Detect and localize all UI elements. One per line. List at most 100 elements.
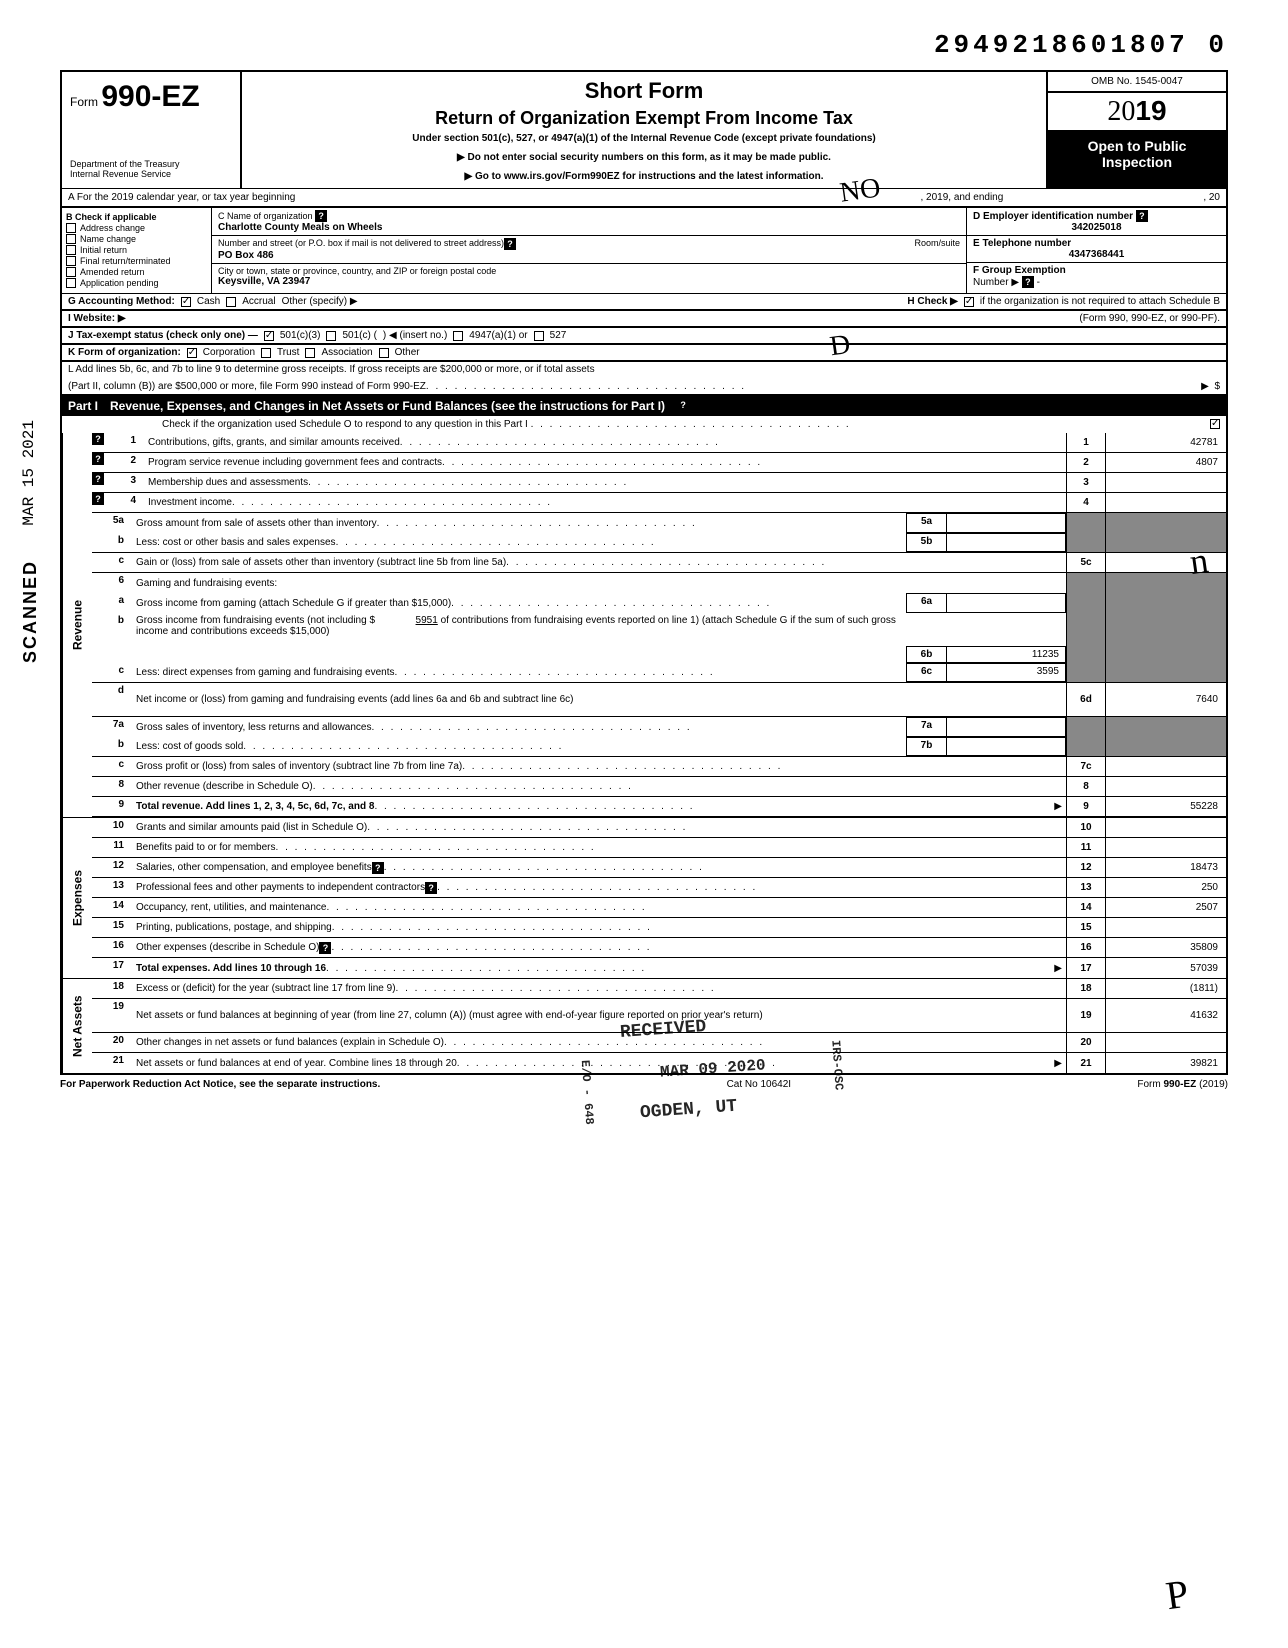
help-icon[interactable]: ? [504, 238, 516, 250]
row-l: L Add lines 5b, 6c, and 7b to line 9 to … [60, 362, 1228, 396]
line-num: 1 [104, 433, 144, 452]
mini-num: 5b [906, 533, 946, 552]
check-h[interactable] [964, 297, 974, 307]
line-num: c [92, 663, 132, 682]
check-name-change[interactable]: Name change [66, 234, 207, 244]
row-i: I Website: ▶ (Form 990, 990-EZ, or 990-P… [60, 311, 1228, 328]
help-icon[interactable]: ? [92, 453, 104, 465]
line-10: 10 Grants and similar amounts paid (list… [92, 818, 1226, 838]
hand-initial-4: P [1163, 1570, 1192, 1620]
help-icon[interactable]: ? [315, 210, 327, 222]
org-address: PO Box 486 [218, 250, 960, 261]
right-val: 39821 [1106, 1053, 1226, 1073]
l-line1: L Add lines 5b, 6c, and 7b to line 9 to … [68, 364, 595, 375]
c-addr-row: Number and street (or P.O. box if mail i… [212, 236, 966, 264]
form-prefix: Form [70, 95, 98, 109]
check-corp[interactable] [187, 348, 197, 358]
right-num: 4 [1066, 493, 1106, 512]
footer-right: Form 990-EZ (2019) [1137, 1079, 1228, 1090]
right-val: 7640 [1106, 683, 1226, 716]
scanned-stamp: SCANNED [20, 560, 41, 663]
j-label: J Tax-exempt status (check only one) — [68, 330, 258, 341]
line-7b: b Less: cost of goods sold 7b [92, 737, 1226, 757]
help-icon[interactable]: ? [372, 862, 384, 874]
line-desc: Other revenue (describe in Schedule O) [136, 781, 313, 792]
check-amended[interactable]: Amended return [66, 267, 207, 277]
help-icon[interactable]: ? [319, 942, 331, 954]
line-1: ? 1 Contributions, gifts, grants, and si… [92, 433, 1226, 453]
help-icon[interactable]: ? [92, 493, 104, 505]
line-num: 4 [104, 493, 144, 512]
form-990ez-text: 990-EZ [101, 80, 199, 113]
short-form-title: Short Form [248, 78, 1040, 104]
right-num: 8 [1066, 777, 1106, 796]
line-desc: Gaming and fundraising events: [136, 578, 277, 589]
line-num: 5a [92, 513, 132, 533]
j-527: 527 [550, 330, 567, 341]
right-val: 18473 [1106, 858, 1226, 877]
help-icon[interactable]: ? [92, 473, 104, 485]
check-assoc[interactable] [305, 348, 315, 358]
shaded [1106, 663, 1226, 682]
line-desc: Occupancy, rent, utilities, and maintena… [136, 902, 326, 913]
help-icon[interactable]: ? [1022, 276, 1034, 288]
right-num: 12 [1066, 858, 1106, 877]
right-num: 16 [1066, 938, 1106, 957]
check-accrual[interactable] [226, 297, 236, 307]
shaded [1066, 717, 1106, 737]
k-assoc: Association [321, 347, 372, 358]
mini-num: 7a [906, 717, 946, 737]
check-pending[interactable]: Application pending [66, 278, 207, 288]
k-label: K Form of organization: [68, 347, 181, 358]
right-num: 3 [1066, 473, 1106, 492]
right-num: 6d [1066, 683, 1106, 716]
help-icon[interactable]: ? [92, 433, 104, 445]
l-arrow: ▶ [1201, 381, 1209, 392]
phone-value: 4347368441 [973, 249, 1220, 260]
col-b: B Check if applicable Address change Nam… [62, 208, 212, 293]
side-expenses: Expenses [62, 818, 92, 978]
check-4947[interactable] [453, 331, 463, 341]
f-value: - [1037, 277, 1040, 288]
line-15: 15 Printing, publications, postage, and … [92, 918, 1226, 938]
right-val [1106, 757, 1226, 776]
city-label: City or town, state or province, country… [218, 266, 960, 276]
check-schedule-o[interactable] [1210, 419, 1220, 429]
check-initial-return[interactable]: Initial return [66, 245, 207, 255]
line-num: 14 [92, 898, 132, 917]
line-desc: Net income or (loss) from gaming and fun… [136, 694, 573, 705]
check-address-change[interactable]: Address change [66, 223, 207, 233]
line-num: b [92, 737, 132, 756]
line-num: 17 [92, 958, 132, 978]
org-city: Keysville, VA 23947 [218, 276, 960, 287]
k-other: Other [395, 347, 420, 358]
line-num: 2 [104, 453, 144, 472]
right-val [1106, 838, 1226, 857]
check-trust[interactable] [261, 348, 271, 358]
dept-irs: Internal Revenue Service [70, 170, 232, 180]
i-label: I Website: ▶ [68, 313, 126, 324]
line-num: 15 [92, 918, 132, 937]
shaded [1106, 513, 1226, 533]
line-5b: b Less: cost or other basis and sales ex… [92, 533, 1226, 553]
help-icon[interactable]: ? [425, 882, 437, 894]
right-num: 9 [1066, 797, 1106, 816]
dept-block: Department of the Treasury Internal Reve… [70, 160, 232, 180]
row-g-h: G Accounting Method: Cash Accrual Other … [60, 293, 1228, 311]
help-icon[interactable]: ? [1136, 210, 1148, 222]
check-501c3[interactable] [264, 331, 274, 341]
j-insert: ) ◀ (insert no.) [383, 330, 447, 341]
right-val: 35809 [1106, 938, 1226, 957]
help-icon[interactable]: ? [677, 399, 689, 411]
line-desc: Other expenses (describe in Schedule O) [136, 942, 319, 953]
check-cash[interactable] [181, 297, 191, 307]
line-2: ? 2 Program service revenue including go… [92, 453, 1226, 473]
line-desc: Total revenue. Add lines 1, 2, 3, 4, 5c,… [136, 801, 374, 812]
check-final-return[interactable]: Final return/terminated [66, 256, 207, 266]
mini-val [946, 593, 1066, 613]
addr-label: Number and street (or P.O. box if mail i… [218, 238, 504, 250]
check-527[interactable] [534, 331, 544, 341]
part1-label: Part I [68, 399, 98, 413]
check-other[interactable] [379, 348, 389, 358]
check-501c[interactable] [326, 331, 336, 341]
